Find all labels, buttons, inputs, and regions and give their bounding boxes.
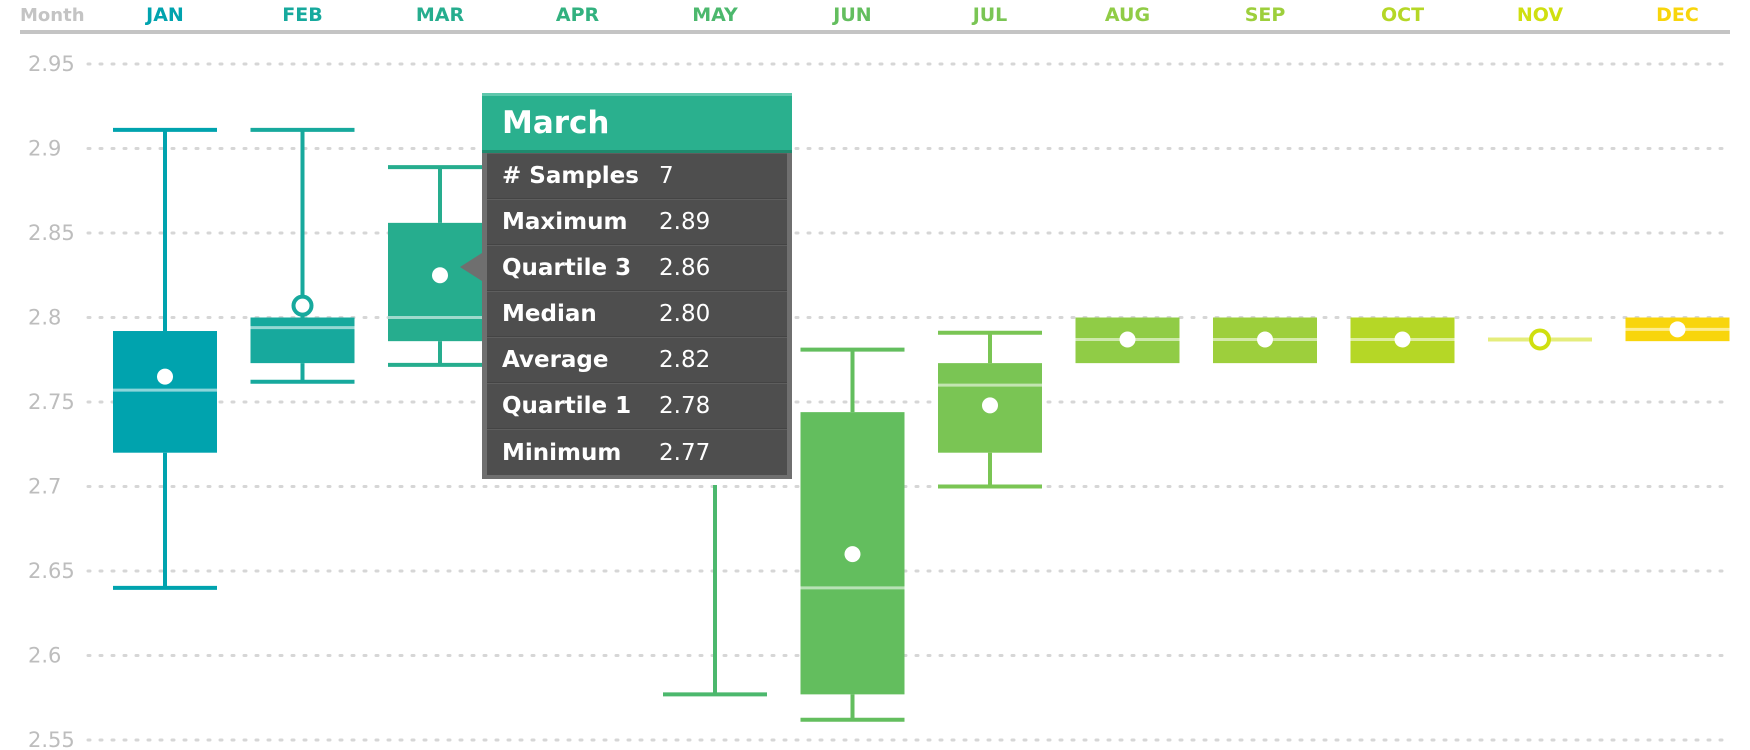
tooltip: March # Samples 7 Maximum 2.89 Quartile 3 2.8… xyxy=(460,93,792,479)
tooltip-row: Maximum 2.89 xyxy=(487,199,787,245)
month-label: JUL xyxy=(971,4,1008,26)
tooltip-row-label: Minimum xyxy=(502,439,622,466)
y-axis-ticks: 2.55 2.6 2.65 2.7 2.75 2.8 2.85 2.9 2.95 xyxy=(28,52,75,750)
tooltip-row: Median 2.80 xyxy=(487,291,787,337)
average-marker xyxy=(291,294,314,317)
box-jun[interactable] xyxy=(800,347,905,722)
tooltip-row-label: Quartile 3 xyxy=(502,255,632,281)
month-label: JAN xyxy=(144,4,184,26)
average-marker xyxy=(982,397,998,414)
average-marker xyxy=(1119,331,1136,348)
tooltip-row: Quartile 1 2.78 xyxy=(487,383,787,429)
tooltip-row-value: 7 xyxy=(659,163,674,189)
average-marker xyxy=(157,368,173,385)
box-may[interactable] xyxy=(663,485,767,697)
tooltip-row-value: 2.80 xyxy=(659,301,711,327)
y-tick-label: 2.55 xyxy=(28,728,75,750)
month-label: MAR xyxy=(416,4,465,26)
y-tick-label: 2.9 xyxy=(28,137,61,161)
box-sep[interactable] xyxy=(1213,317,1317,364)
y-tick-label: 2.95 xyxy=(28,52,75,76)
box-mar[interactable] xyxy=(388,165,492,367)
boxes xyxy=(113,127,1730,722)
tooltip-title: March xyxy=(482,93,792,153)
tooltip-row: Quartile 3 2.86 xyxy=(487,245,787,291)
month-label: FEB xyxy=(282,4,322,26)
tooltip-row-label: Average xyxy=(502,347,609,373)
tooltip-row-value: 2.86 xyxy=(659,255,711,281)
average-marker xyxy=(1257,331,1273,348)
y-tick-label: 2.65 xyxy=(28,559,75,583)
grid-lines xyxy=(86,62,1732,742)
tooltip-row-label: Quartile 1 xyxy=(502,393,632,419)
y-tick-label: 2.75 xyxy=(28,390,75,414)
month-label: SEP xyxy=(1245,4,1286,26)
month-label: DEC xyxy=(1656,4,1699,26)
month-label: MAY xyxy=(692,4,738,26)
average-marker xyxy=(1529,328,1551,351)
tooltip-row-value: 2.82 xyxy=(659,347,711,373)
iqr-box xyxy=(250,317,355,364)
box-jan[interactable] xyxy=(113,127,217,590)
average-marker xyxy=(1394,331,1411,348)
tooltip-row: Minimum 2.77 xyxy=(487,429,787,475)
tooltip-row: # Samples 7 xyxy=(487,153,787,199)
month-label: JUN xyxy=(831,4,871,26)
tooltip-row-label: Maximum xyxy=(502,209,628,235)
tooltip-row-value: 2.77 xyxy=(659,439,711,466)
tooltip-row-label: # Samples xyxy=(502,163,639,189)
box-dec[interactable] xyxy=(1625,317,1730,342)
box-nov[interactable] xyxy=(1488,328,1592,351)
average-marker xyxy=(844,546,861,563)
month-label: OCT xyxy=(1381,4,1424,26)
box-jul[interactable] xyxy=(938,330,1042,489)
tooltip-row: Average 2.82 xyxy=(487,337,787,383)
average-marker xyxy=(1669,321,1686,338)
y-tick-label: 2.85 xyxy=(28,221,75,245)
y-tick-label: 2.6 xyxy=(28,644,61,668)
month-label: NOV xyxy=(1517,4,1564,26)
tooltip-row-label: Median xyxy=(502,301,597,327)
tooltip-pointer xyxy=(460,253,482,281)
tooltip-row-value: 2.89 xyxy=(659,209,711,235)
iqr-box xyxy=(113,331,217,453)
month-label: AUG xyxy=(1105,4,1150,26)
x-axis-title: Month xyxy=(20,5,85,26)
tooltip-row-value: 2.78 xyxy=(659,393,711,419)
y-tick-label: 2.8 xyxy=(28,306,61,330)
average-marker xyxy=(432,267,448,284)
box-oct[interactable] xyxy=(1350,317,1455,364)
month-label: APR xyxy=(556,4,600,26)
box-aug[interactable] xyxy=(1075,317,1180,364)
y-tick-label: 2.7 xyxy=(28,475,61,499)
box-feb[interactable] xyxy=(250,127,355,384)
month-labels: JAN FEB MAR APR MAY JUN JUL AUG SEP OCT NOV DEC xyxy=(144,4,1699,26)
tooltip-table: # Samples 7 Maximum 2.89 Quartile 3 2.86 Media… xyxy=(487,153,787,475)
